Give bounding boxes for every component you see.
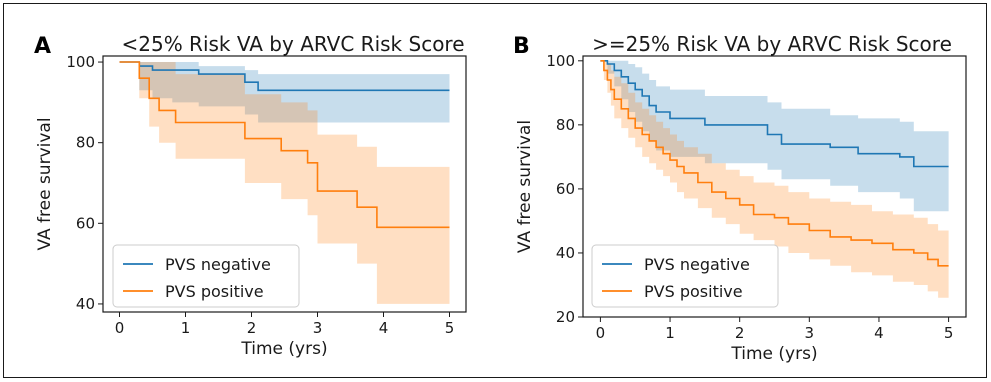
legend-label-pvs-negative: PVS negative [644,255,750,274]
panel-label: B [513,34,530,59]
plot-frame [102,55,467,313]
x-tick-label: 0 [115,319,125,337]
y-tick-label: 60 [556,180,575,198]
x-tick-label: 2 [247,319,257,337]
x-tick-label: 5 [944,324,954,342]
panel-label: A [34,34,51,59]
chart-title: >=25% Risk VA by ARVC Risk Score [592,32,952,56]
y-axis-label: VA free survival [515,120,535,253]
y-tick-label: 60 [76,214,95,232]
y-tick-label: 40 [76,295,95,313]
legend-label-pvs-negative: PVS negative [165,255,271,274]
y-tick-label: 80 [556,116,575,134]
survival-line-pvs-positive [119,61,450,229]
y-tick-label: 100 [546,52,575,70]
y-tick-label: 20 [556,308,575,326]
survival-line-pvs-positive [600,60,949,267]
ci-band-pvs-positive [600,60,949,298]
x-axis-label: Time (yrs) [730,344,817,364]
x-tick-label: 4 [874,324,884,342]
x-tick-label: 1 [181,319,191,337]
y-axis-label: VA free survival [35,117,55,250]
legend-box [112,244,300,308]
x-tick-label: 3 [313,319,323,337]
legend-label-pvs-positive: PVS positive [644,282,743,301]
y-tick-label: 80 [76,134,95,152]
plot-frame [582,55,967,318]
legend: PVS negative PVS positive [112,244,300,308]
survival-line-pvs-negative [600,60,949,168]
legend-box [591,244,779,308]
figure-frame [3,3,987,378]
y-tick-label: 40 [556,244,575,262]
chart-title: <25% Risk VA by ARVC Risk Score [121,32,464,56]
x-tick-label: 4 [379,319,389,337]
x-tick-label: 3 [805,324,815,342]
panel-b: 0 1 2 3 4 5 20 40 60 80 100 Time (yrs) VA free survi… [513,32,967,364]
legend: PVS negative PVS positive [591,244,779,308]
x-tick-label: 5 [445,319,455,337]
x-tick-label: 0 [596,324,606,342]
legend-label-pvs-positive: PVS positive [165,282,264,301]
panel-a: 0 1 2 3 4 5 40 60 80 100 Time (yrs) VA free surviva… [34,32,467,359]
x-tick-label: 2 [735,324,745,342]
x-tick-label: 1 [665,324,675,342]
y-tick-label: 100 [66,53,95,71]
x-axis-label: Time (yrs) [240,339,327,359]
ci-band-pvs-negative [119,62,450,123]
ci-band-pvs-negative [600,60,949,212]
